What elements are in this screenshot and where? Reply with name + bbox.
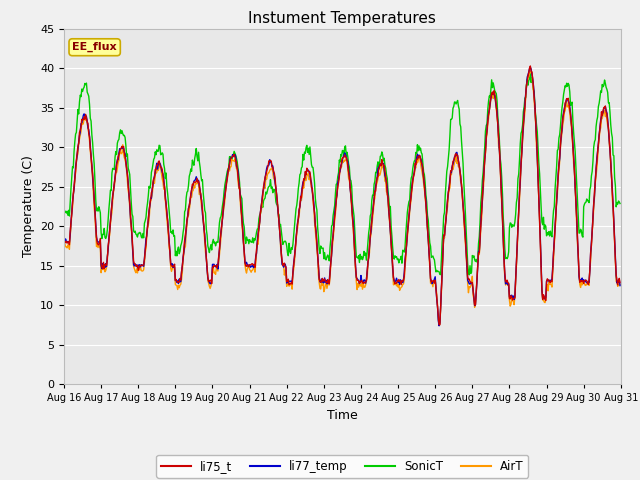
X-axis label: Time: Time xyxy=(327,408,358,421)
li77_temp xyxy=(70,186,78,192)
SonicT xyxy=(465,272,473,278)
SonicT xyxy=(184,188,191,194)
AirT xyxy=(616,282,624,288)
li75_t xyxy=(60,236,68,242)
Title: Instument Temperatures: Instument Temperatures xyxy=(248,11,436,26)
li77_temp xyxy=(616,283,624,288)
AirT xyxy=(70,188,78,193)
SonicT xyxy=(60,211,68,217)
Line: AirT: AirT xyxy=(64,71,620,324)
li75_t xyxy=(435,322,443,328)
AirT xyxy=(436,322,444,327)
AirT xyxy=(527,68,534,74)
li77_temp xyxy=(426,260,434,265)
SonicT xyxy=(426,240,434,246)
AirT xyxy=(410,174,417,180)
SonicT xyxy=(213,239,221,244)
li75_t xyxy=(127,224,135,229)
SonicT xyxy=(616,201,624,206)
AirT xyxy=(60,238,68,243)
Text: EE_flux: EE_flux xyxy=(72,42,117,52)
li77_temp xyxy=(213,262,221,267)
li75_t xyxy=(426,261,434,267)
li75_t xyxy=(184,213,191,219)
li77_temp xyxy=(527,64,534,70)
li75_t xyxy=(410,173,417,179)
Line: li75_t: li75_t xyxy=(64,66,620,325)
AirT xyxy=(184,214,191,220)
SonicT xyxy=(70,149,78,155)
Line: SonicT: SonicT xyxy=(64,73,620,275)
Line: li77_temp: li77_temp xyxy=(64,67,620,326)
AirT xyxy=(213,267,221,273)
li75_t xyxy=(616,280,624,286)
Y-axis label: Temperature (C): Temperature (C) xyxy=(22,156,35,257)
li77_temp xyxy=(435,323,443,329)
li77_temp xyxy=(60,239,68,244)
AirT xyxy=(426,266,434,272)
Legend: li75_t, li77_temp, SonicT, AirT: li75_t, li77_temp, SonicT, AirT xyxy=(156,455,529,478)
li75_t xyxy=(70,183,78,189)
SonicT xyxy=(527,71,534,76)
li77_temp xyxy=(127,221,135,227)
li77_temp xyxy=(410,173,417,179)
li75_t xyxy=(527,63,534,69)
SonicT xyxy=(410,161,417,167)
li75_t xyxy=(213,265,221,271)
AirT xyxy=(127,224,135,229)
li77_temp xyxy=(184,212,191,218)
SonicT xyxy=(127,200,135,206)
